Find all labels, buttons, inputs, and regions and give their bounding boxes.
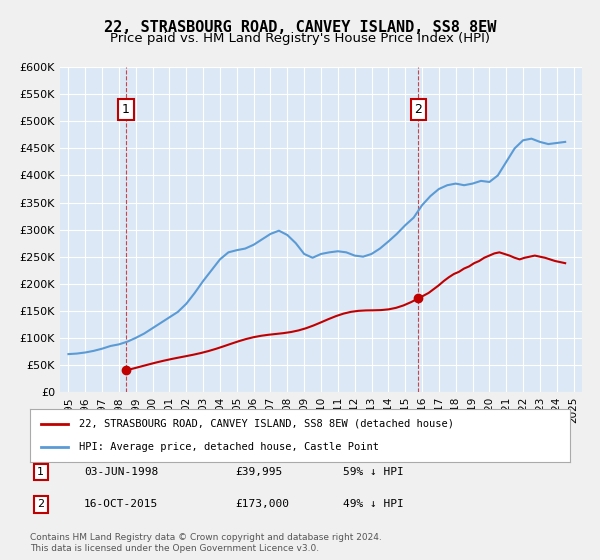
- Text: 49% ↓ HPI: 49% ↓ HPI: [343, 500, 404, 509]
- Text: 59% ↓ HPI: 59% ↓ HPI: [343, 467, 404, 477]
- Text: 03-JUN-1998: 03-JUN-1998: [84, 467, 158, 477]
- Text: 2: 2: [37, 500, 44, 509]
- Text: £39,995: £39,995: [235, 467, 283, 477]
- Text: 22, STRASBOURG ROAD, CANVEY ISLAND, SS8 8EW: 22, STRASBOURG ROAD, CANVEY ISLAND, SS8 …: [104, 20, 496, 35]
- Text: 2: 2: [415, 103, 422, 116]
- Text: 1: 1: [122, 103, 130, 116]
- Text: 22, STRASBOURG ROAD, CANVEY ISLAND, SS8 8EW (detached house): 22, STRASBOURG ROAD, CANVEY ISLAND, SS8 …: [79, 419, 454, 429]
- Text: 1: 1: [37, 467, 44, 477]
- Text: £173,000: £173,000: [235, 500, 289, 509]
- Text: Contains HM Land Registry data © Crown copyright and database right 2024.
This d: Contains HM Land Registry data © Crown c…: [30, 533, 382, 553]
- Text: HPI: Average price, detached house, Castle Point: HPI: Average price, detached house, Cast…: [79, 442, 379, 452]
- Text: 16-OCT-2015: 16-OCT-2015: [84, 500, 158, 509]
- Text: Price paid vs. HM Land Registry's House Price Index (HPI): Price paid vs. HM Land Registry's House …: [110, 32, 490, 45]
